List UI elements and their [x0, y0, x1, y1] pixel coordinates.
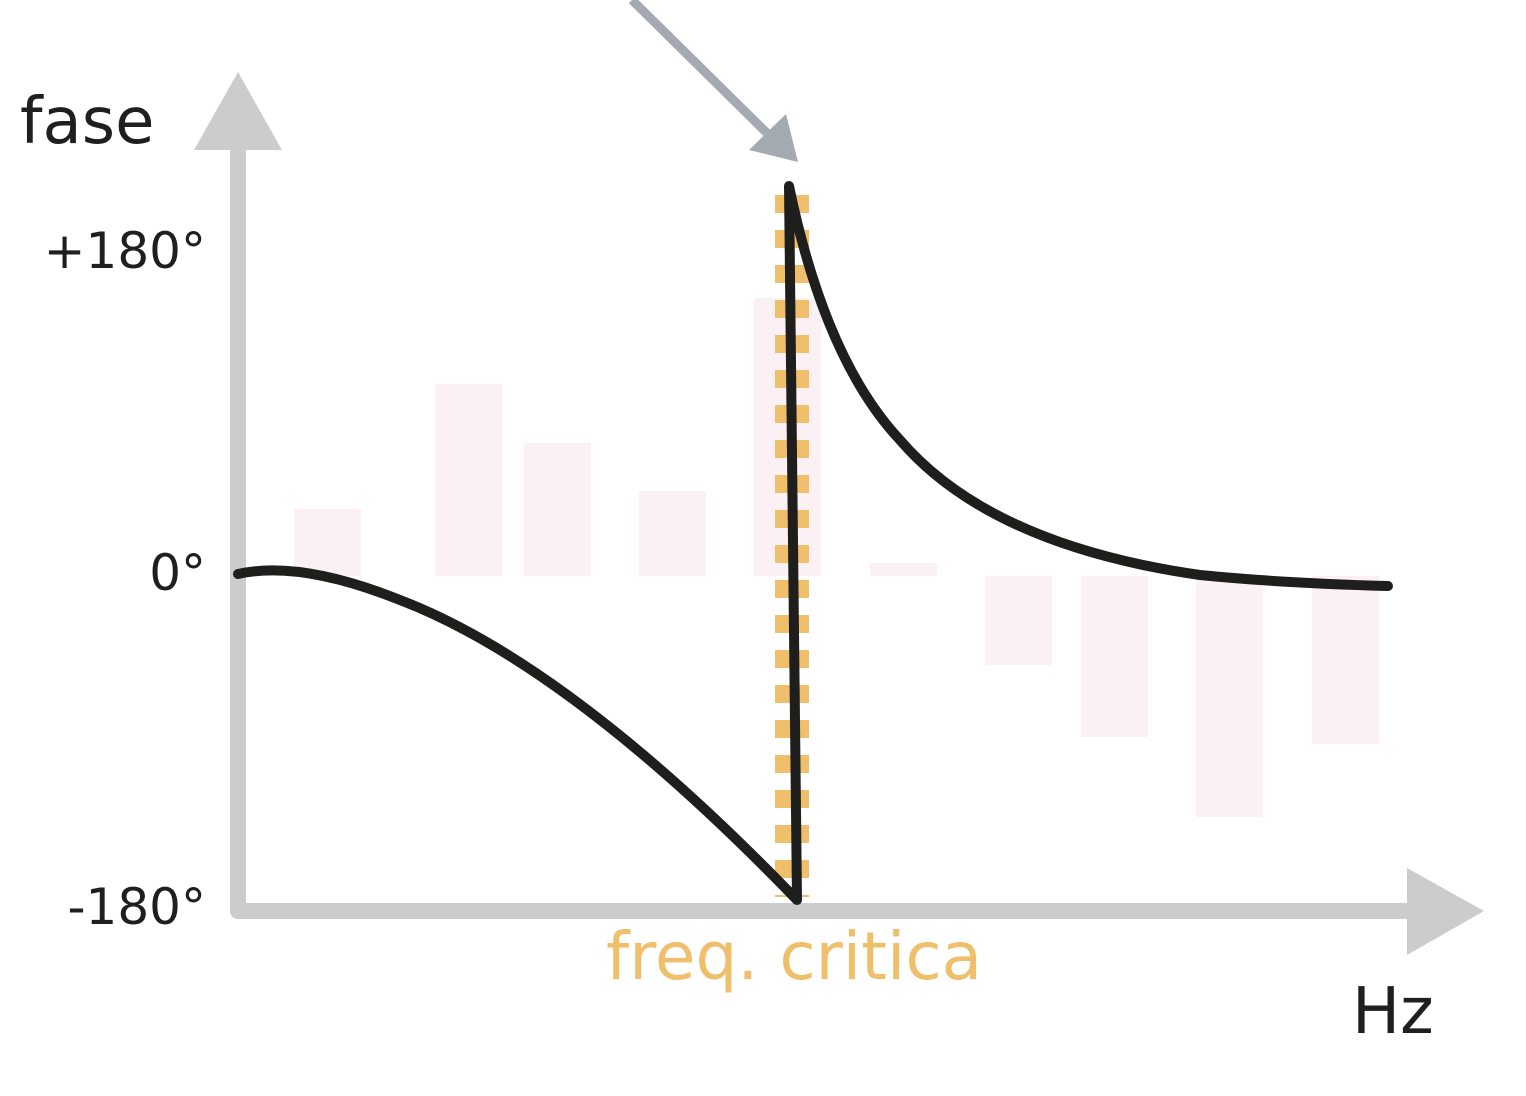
background-bar	[1081, 576, 1148, 737]
y-tick-label-top: +180°	[43, 222, 206, 280]
background-bar	[524, 443, 591, 576]
background-bar	[435, 384, 502, 576]
pointer-arrow	[628, 0, 798, 162]
background-bar	[1196, 576, 1263, 817]
x-axis-arrowhead	[1407, 868, 1484, 955]
y-tick-label-bottom: -180°	[67, 878, 206, 936]
background-bar	[985, 576, 1052, 665]
pointer-arrow-shaft	[628, 0, 780, 146]
background-bars	[294, 298, 1379, 817]
phase-curve	[233, 181, 1393, 905]
pointer-arrow-head	[749, 114, 798, 162]
background-bar	[870, 563, 937, 576]
y-axis-title: fase	[20, 85, 155, 159]
y-axis-arrowhead	[194, 72, 282, 150]
background-bar	[1312, 576, 1379, 744]
y-tick-label-middle: 0°	[149, 544, 206, 602]
background-bar	[294, 509, 361, 576]
x-axis-title: Hz	[1352, 975, 1434, 1049]
background-bar	[639, 491, 706, 576]
critical-frequency-label: freq. critica	[606, 918, 983, 995]
axes	[194, 72, 1484, 955]
